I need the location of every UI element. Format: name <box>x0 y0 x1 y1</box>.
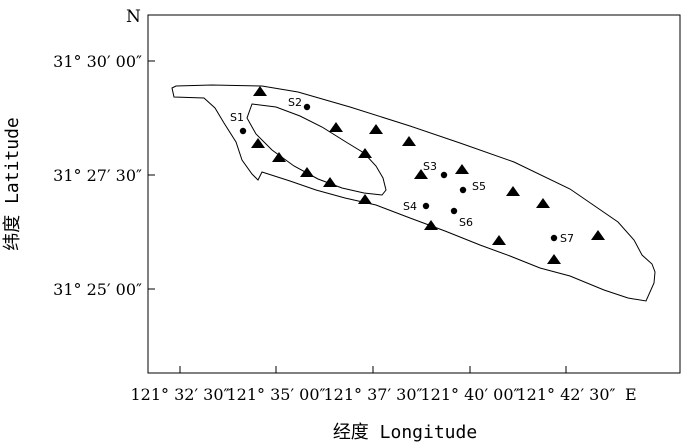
triangle-marker <box>272 152 286 162</box>
north-label: N <box>126 7 141 27</box>
triangle-marker <box>323 177 337 187</box>
triangle-marker <box>492 235 506 245</box>
circle-site-s3 <box>440 171 448 179</box>
circle-site-s5 <box>459 186 467 194</box>
circle-site-s1 <box>239 127 247 135</box>
triangle-marker <box>253 86 267 96</box>
triangle-marker <box>547 254 561 264</box>
triangle-marker <box>455 164 469 174</box>
x-tick-label: 121° 32′ 30″ <box>130 385 229 404</box>
triangle-markers <box>251 86 605 264</box>
triangle-marker <box>536 198 550 208</box>
x-tick-label: 121° 37′ 30″ <box>323 385 422 404</box>
site-label-s7: S7 <box>560 232 574 245</box>
triangle-marker <box>414 169 428 179</box>
circle-site-s4 <box>422 202 430 210</box>
y-tick-label: 31° 30′ 00″ <box>53 52 142 71</box>
island-outline <box>171 84 656 302</box>
circle-site-s2 <box>303 103 311 111</box>
x-tick-label: 121° 35′ 00″ <box>226 385 325 404</box>
x-tick-label: 121° 40′ 00″ <box>420 385 519 404</box>
y-tick-label: 31° 25′ 00″ <box>53 280 142 299</box>
triangle-marker <box>300 167 314 177</box>
triangle-marker <box>251 138 265 148</box>
site-label-s1: S1 <box>230 111 244 124</box>
circle-site-s6 <box>450 207 458 215</box>
triangle-marker <box>358 148 372 158</box>
map-frame <box>147 14 681 374</box>
y-axis-title: 纬度 Latitude <box>2 117 23 251</box>
x-tick-label: 121° 42′ 30″ <box>516 385 615 404</box>
site-label-s5: S5 <box>472 180 486 193</box>
triangle-marker <box>329 122 343 132</box>
triangle-marker <box>369 124 383 134</box>
site-label-s2: S2 <box>288 96 302 109</box>
east-label: E <box>625 385 637 404</box>
triangle-marker <box>402 136 416 146</box>
y-tick-label: 31° 27′ 30″ <box>53 166 142 185</box>
circle-site-s7 <box>550 234 558 242</box>
triangle-marker <box>358 194 372 204</box>
site-label-s3: S3 <box>423 160 437 173</box>
triangle-marker <box>591 230 605 240</box>
triangle-marker <box>424 220 438 230</box>
site-label-s6: S6 <box>459 216 473 229</box>
site-label-s4: S4 <box>403 200 417 213</box>
x-axis-title: 经度 Longitude <box>333 422 477 443</box>
triangle-marker <box>506 186 520 196</box>
inner-basin-outline <box>246 103 387 196</box>
